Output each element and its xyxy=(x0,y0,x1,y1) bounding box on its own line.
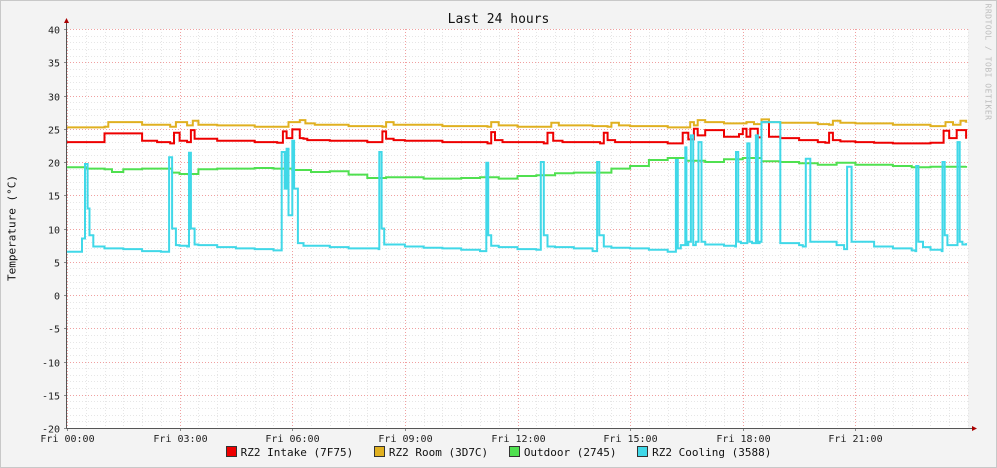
legend-label-cooling: RZ2 Cooling (3588) xyxy=(652,446,772,459)
y-tick-label: 0 xyxy=(54,292,60,303)
x-tick-label: Fri 03:00 xyxy=(153,434,207,445)
x-tick-label: Fri 18:00 xyxy=(716,434,770,445)
y-tick-label: -20 xyxy=(42,425,60,436)
legend: RZ2 Intake (7F75) RZ2 Room (3D7C) Outdoo… xyxy=(0,446,997,459)
legend-item-intake: RZ2 Intake (7F75) xyxy=(225,446,354,459)
series-line-1 xyxy=(67,121,968,145)
legend-label-outdoor: Outdoor (2745) xyxy=(523,446,617,459)
x-tick-label: Fri 06:00 xyxy=(265,434,319,445)
y-tick-label: 35 xyxy=(48,59,60,70)
x-tick-label: Fri 12:00 xyxy=(491,434,545,445)
y-tick-label: 40 xyxy=(48,26,60,37)
legend-label-intake: RZ2 Intake (7F75) xyxy=(240,446,354,459)
y-axis-arrow xyxy=(64,18,69,23)
y-tick-label: 20 xyxy=(48,159,60,170)
legend-item-cooling: RZ2 Cooling (3588) xyxy=(637,446,771,459)
y-tick-label: 15 xyxy=(48,192,60,203)
y-tick-label: 30 xyxy=(48,93,60,104)
chart-title: Last 24 hours xyxy=(447,12,550,27)
y-tick-label: -10 xyxy=(42,359,60,370)
legend-swatch-cooling xyxy=(637,446,649,457)
x-tick-label: Fri 09:00 xyxy=(378,434,432,445)
y-tick-label: 10 xyxy=(48,226,60,237)
x-tick-label: Fri 00:00 xyxy=(40,434,94,445)
legend-item-outdoor: Outdoor (2745) xyxy=(508,446,617,459)
legend-label-room: RZ2 Room (3D7C) xyxy=(388,446,489,459)
y-tick-label: -15 xyxy=(42,392,60,403)
legend-swatch-room xyxy=(373,446,385,457)
legend-swatch-outdoor xyxy=(508,446,520,457)
series-line-4 xyxy=(67,121,968,253)
x-tick-label: Fri 15:00 xyxy=(603,434,657,445)
x-axis-arrow xyxy=(972,426,977,431)
y-tick-label: 25 xyxy=(48,126,60,137)
series-line-3 xyxy=(67,157,968,180)
series-line-2 xyxy=(67,118,968,129)
y-tick-label: -5 xyxy=(48,325,60,336)
legend-swatch-intake xyxy=(225,446,237,457)
legend-item-room: RZ2 Room (3D7C) xyxy=(373,446,489,459)
x-tick-label: Fri 21:00 xyxy=(828,434,882,445)
y-tick-label: 5 xyxy=(54,259,60,270)
